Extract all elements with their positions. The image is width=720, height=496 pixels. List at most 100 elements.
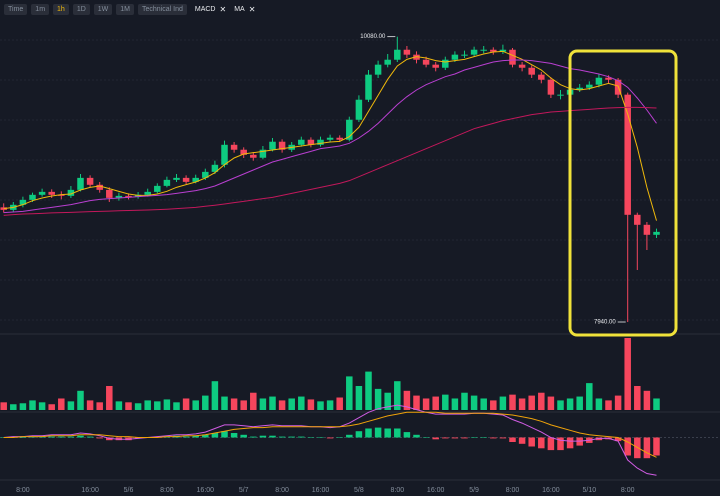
volume-bar [278,400,286,410]
close-icon[interactable]: ✕ [219,4,227,14]
volume-bar [365,371,372,410]
volume-bar [250,392,257,410]
indicator-tag[interactable]: MACD [194,5,216,13]
grid [0,39,720,321]
macd-hist-bar [451,437,459,439]
volume-bar [29,400,36,410]
macd-hist-bar [86,436,94,438]
volume-bar [48,404,55,410]
volume-bar [77,390,84,410]
volume-bar [192,400,199,410]
toolbar-button[interactable]: 1W [93,3,113,15]
volume-bar [461,392,468,410]
candle-body [643,224,651,235]
macd-hist-bar [413,434,420,438]
candle-body [499,49,507,52]
macd-hist-bar [202,434,209,438]
candle-body [518,64,526,68]
volume-bar [58,398,65,410]
volume-bar [182,398,190,410]
close-icon[interactable]: ✕ [248,4,256,14]
candle-body [317,139,324,145]
volume-bar [10,404,17,410]
volume-bar [125,402,132,410]
macd-hist-bar [336,437,343,438]
macd-hist-bar [528,437,535,447]
toolbar-button[interactable]: 1m [31,3,50,15]
macd-hist-bar [269,435,276,438]
macd-hist-bar [518,437,526,444]
volume-bar [96,402,103,410]
macd-hist-bar [480,437,487,438]
macd-hist-bar [643,437,651,459]
volume-bar [518,398,526,410]
macd-hist-bar [58,436,65,438]
macd-hist-bar [538,437,545,449]
macd-hist-bar [298,436,305,438]
candle-body [653,231,660,235]
candle-body [394,49,401,60]
candle-body [384,59,391,65]
toolbar: Time 1m 1h 1D 1W 1M Technical Ind MACD ✕ MA ✕ [0,0,720,18]
volume-bar [595,398,603,410]
toolbar-button[interactable]: Technical Ind [138,3,187,15]
volume-bar [374,388,382,410]
candle-body [547,79,555,95]
volume-bar [394,381,401,410]
volume-bar [653,398,660,410]
x-tick-label: 16:00 [542,487,560,494]
candle-body [298,139,305,145]
macd-hist-bar [19,437,27,438]
macd-hist-bar [461,437,468,439]
annotation-label: 7940.00 [594,320,616,326]
macd-hist-bar [653,437,660,456]
candle-body [346,119,353,140]
candle-body [29,194,36,200]
macd-hist-bar [250,436,257,438]
volume-bar [499,396,507,410]
toolbar-button[interactable]: 1D [72,3,90,15]
candle-body [240,149,247,155]
candle-body [48,191,55,195]
macd-hist-bar [394,428,401,438]
volume-bar [67,401,75,410]
volume-bar [384,392,391,410]
volume-bar [538,392,545,410]
x-tick-label: 8:00 [160,487,174,494]
candle-body [480,49,487,51]
volume-bar [202,395,209,410]
toolbar-button[interactable]: 1M [116,3,135,15]
macd-hist-bar [355,431,363,438]
candle-body [106,189,113,198]
candle-body [307,139,315,145]
x-tick-label: 8:00 [390,487,404,494]
volume-bar [326,400,334,410]
macd-hist-bar [192,435,199,438]
toolbar-button[interactable]: Time [4,3,28,15]
candle-body [58,194,65,196]
candle-body [634,214,641,225]
volume-bar [442,394,449,410]
candle-body [576,87,583,90]
x-tick-label: 8:00 [506,487,520,494]
indicator-tag[interactable]: MA [234,5,245,13]
macd-hist-bar [77,435,84,438]
candle-body [557,94,564,96]
candle-body [586,84,593,88]
candle-body [173,177,180,180]
macd-hist-bar [422,437,430,438]
candle-body [154,185,161,192]
macd-hist-bar [317,437,324,438]
candle-body [538,74,545,80]
macd-hist-bar [182,436,190,438]
candle-body [38,191,46,195]
candle-body [461,54,468,56]
volume-bar [269,396,276,410]
candle-body [365,74,372,100]
volume-bar [38,402,46,410]
toolbar-button[interactable]: 1h [53,3,69,15]
volume-bar [115,401,123,410]
candle-body [221,144,228,165]
candle-body [442,59,449,68]
candle-body [125,195,132,197]
